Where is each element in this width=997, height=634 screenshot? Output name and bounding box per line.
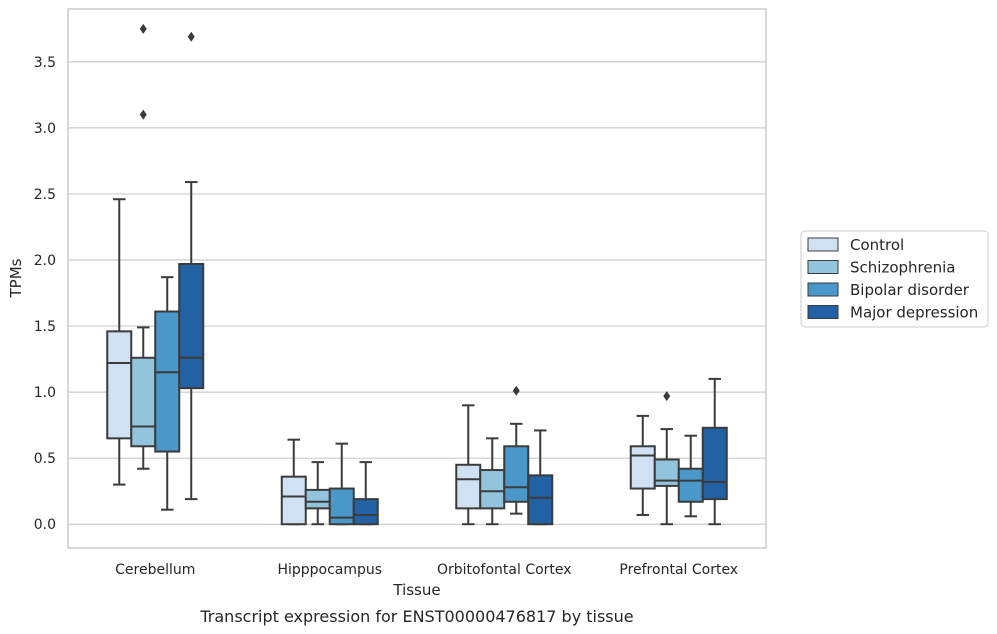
box	[455, 404, 482, 526]
box	[677, 434, 704, 518]
legend-item: Control	[807, 236, 904, 254]
box	[328, 442, 355, 526]
box	[154, 276, 181, 511]
x-axis-label: Tissue	[392, 581, 440, 599]
outlier-point	[663, 391, 671, 402]
box-body	[106, 330, 133, 440]
box-body	[677, 467, 704, 503]
box-series	[106, 23, 728, 526]
y-axis-label: TPMs	[7, 258, 25, 298]
box-body	[178, 262, 205, 390]
box-body	[479, 469, 506, 510]
box-body	[328, 487, 355, 526]
box-body	[701, 426, 728, 501]
x-tick-label: Hipppocampus	[277, 562, 382, 578]
box-body	[280, 475, 307, 526]
series-bipolar-disorder	[154, 276, 704, 526]
box	[503, 385, 530, 515]
box	[352, 461, 379, 526]
chart-caption: Transcript expression for ENST0000047681…	[199, 607, 633, 626]
legend-label: Schizophrenia	[850, 259, 955, 277]
x-tick-label: Cerebellum	[115, 562, 195, 578]
box-body	[304, 488, 331, 510]
y-tick-label: 3.0	[34, 121, 56, 137]
y-axis-ticks: 0.0 0.5 1.0 1.5 2.0 2.5 3.0 3.5	[34, 55, 56, 533]
legend-label: Major depression	[850, 304, 978, 322]
plot-frame	[67, 8, 767, 549]
outlier-point	[187, 31, 195, 42]
legend-swatch	[807, 260, 839, 274]
box-body	[154, 310, 181, 453]
legend-item: Major depression	[807, 304, 978, 322]
y-tick-label: 0.5	[34, 451, 56, 467]
series-major-depression	[178, 31, 728, 526]
legend-label: Bipolar disorder	[850, 281, 970, 299]
outlier-point	[512, 385, 520, 396]
grid-lines	[68, 61, 766, 525]
box-body	[352, 498, 379, 526]
series-schizophrenia	[130, 23, 680, 526]
y-tick-label: 3.5	[34, 55, 56, 71]
box	[280, 438, 307, 526]
box-body	[653, 458, 680, 487]
y-tick-label: 2.5	[34, 187, 56, 203]
y-tick-label: 0.0	[34, 517, 56, 533]
box-body	[629, 445, 656, 490]
series-control	[106, 198, 656, 526]
outlier-point	[139, 109, 147, 120]
legend-frame	[800, 230, 989, 328]
box-body	[455, 463, 482, 510]
y-tick-label: 1.5	[34, 319, 56, 335]
box	[130, 23, 157, 470]
box-body	[503, 445, 530, 503]
legend-label: Control	[850, 236, 904, 254]
legend-swatch	[807, 305, 839, 319]
legend-item: Bipolar disorder	[807, 281, 970, 299]
box-body	[527, 474, 554, 526]
x-tick-label: Orbitofontal Cortex	[437, 562, 572, 578]
legend-swatch	[807, 237, 839, 252]
box	[178, 31, 205, 501]
box	[629, 414, 656, 516]
box	[527, 429, 554, 526]
outlier-point	[139, 23, 147, 34]
x-tick-label: Prefrontal Cortex	[619, 562, 738, 578]
x-axis-ticks: Cerebellum Hipppocampus Orbitofontal Corte…	[115, 562, 738, 578]
legend: Control Schizophrenia Bipolar disorder Majo…	[800, 230, 989, 328]
y-tick-label: 1.0	[34, 385, 56, 401]
legend-item: Schizophrenia	[807, 259, 955, 277]
box	[106, 198, 133, 486]
box	[479, 437, 506, 526]
box	[701, 377, 728, 526]
y-tick-label: 2.0	[34, 253, 56, 269]
box	[304, 461, 331, 526]
legend-swatch	[807, 282, 839, 297]
box	[653, 391, 680, 526]
box-body	[130, 356, 157, 448]
